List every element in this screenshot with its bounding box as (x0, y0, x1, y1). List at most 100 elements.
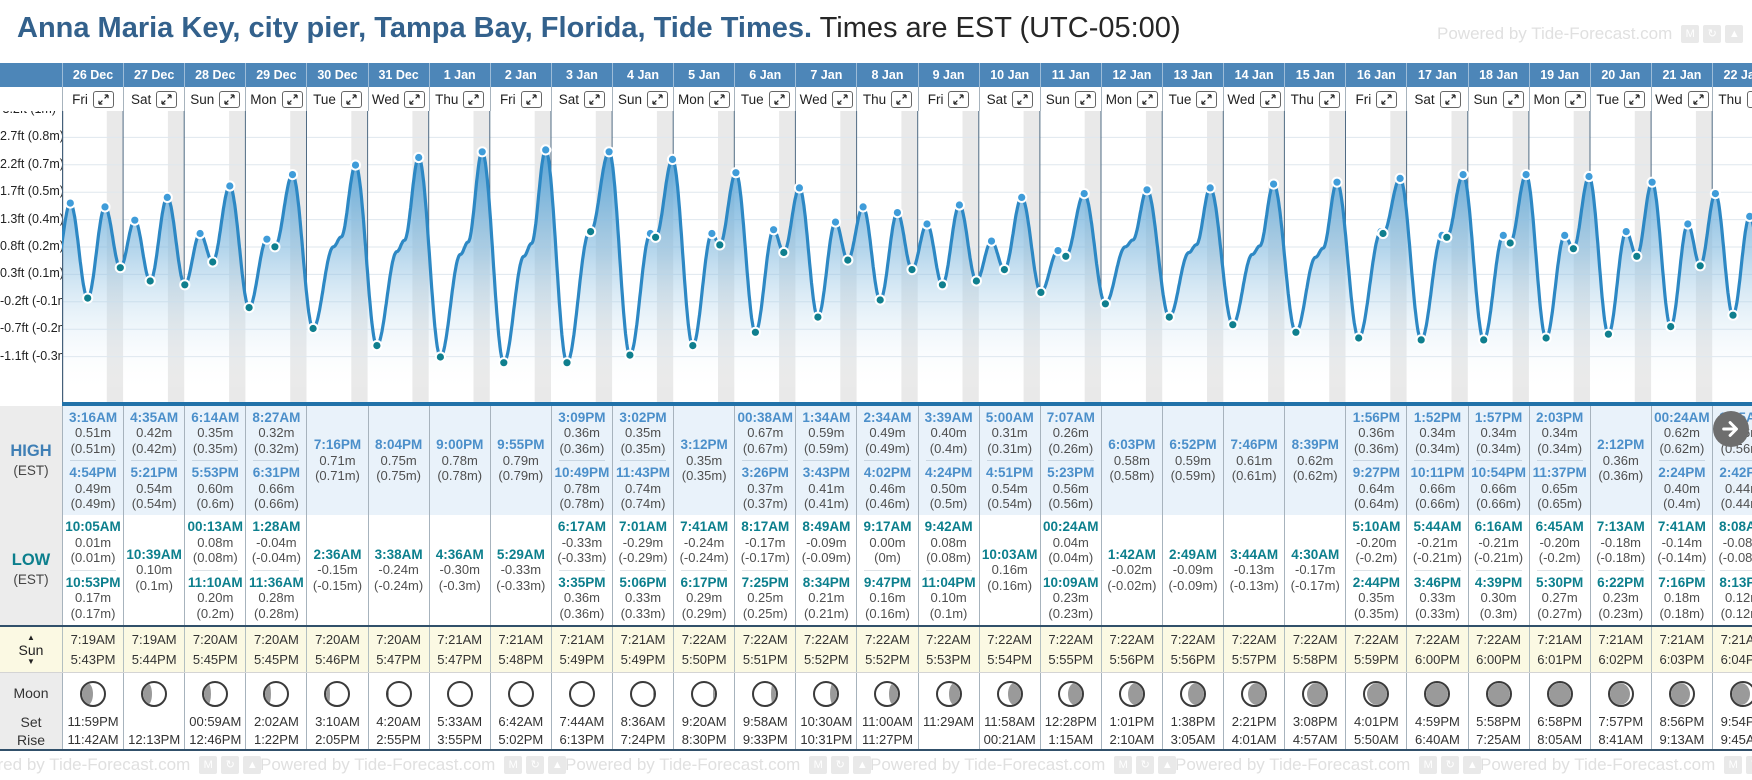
sun-times-cell: 7:21AM 6:02PM (1589, 627, 1651, 672)
expand-day-button[interactable] (281, 90, 303, 108)
expand-day-button[interactable] (1746, 90, 1752, 108)
tide-time: 7:13AM (1596, 519, 1645, 534)
moon-phase-icon (752, 680, 779, 707)
moon-phase-cell (123, 673, 184, 714)
moonset-time-cell: 9:20AM (673, 713, 734, 731)
moonrise-time-cell: 4:57AM (1284, 731, 1345, 749)
tide-entry: 3:38AM -0.24m (-0.24m) (369, 547, 429, 594)
scroll-next-button[interactable] (1713, 411, 1749, 447)
moon-phase-cell (856, 673, 917, 714)
tide-height-m: -0.04m (256, 534, 297, 550)
expand-day-button[interactable] (340, 90, 362, 108)
expand-day-button[interactable] (647, 90, 669, 108)
moon-phase-icon (935, 680, 962, 707)
sunset-time: 5:46PM (315, 651, 360, 667)
moon-dark-part (1670, 682, 1691, 705)
expand-day-button[interactable] (1502, 90, 1524, 108)
high-row-label: HIGH (EST) (0, 406, 62, 515)
tide-entry: 7:16PM 0.71m (0.71m) (307, 437, 367, 484)
high-tide-cell: 5:00AM 0.31m (0.31m) 4:51PM 0.54m (0.54m) (978, 406, 1040, 515)
tide-height-m: 0.16m (991, 562, 1028, 578)
moon-phase-cell (245, 673, 306, 714)
tide-height-m: 0.78m (563, 480, 600, 496)
expand-day-button[interactable] (1376, 90, 1398, 108)
tide-height-m: 0.66m (1419, 480, 1456, 496)
expand-day-button[interactable] (832, 90, 854, 108)
low-tide-cell: 7:13AM -0.18m (-0.18m) 6:22PM 0.23m (0.23m) (1589, 515, 1651, 625)
tide-time: 1:57PM (1474, 409, 1523, 425)
expand-day-button[interactable] (1259, 90, 1281, 108)
expand-day-button[interactable] (1564, 90, 1586, 108)
tide-entry-separator (1475, 569, 1522, 571)
expand-day-button[interactable] (463, 90, 485, 108)
weekday-label: Wed (371, 91, 400, 107)
high-tide-cell: 6:03PM 0.58m (0.58m) (1100, 406, 1162, 515)
expand-day-button[interactable] (1687, 90, 1709, 108)
tide-height-m2: (0.66m) (253, 496, 299, 511)
tide-time: 3:44AM (1230, 546, 1279, 562)
divider-below-rise-row (0, 749, 1752, 751)
tide-entry: 7:01AM -0.29m (-0.29m) (613, 519, 673, 566)
moonrise-time-cell: 9:45AM (1711, 731, 1752, 749)
tide-height-m2: (0.41m) (803, 496, 849, 511)
tide-height-m2: (-0.29m) (618, 550, 668, 565)
tide-height-m: 0.46m (869, 480, 906, 496)
weekday-cell: Fri (62, 87, 123, 111)
expand-day-button[interactable] (768, 90, 790, 108)
tide-entry: 5:21PM 0.54m (0.54m) (124, 465, 184, 512)
tide-height-m: 0.54m (136, 480, 173, 496)
expand-day-button[interactable] (1318, 90, 1340, 108)
tide-time: 6:45AM (1535, 519, 1584, 534)
moon-phase-icon (996, 680, 1023, 707)
expand-day-button[interactable] (1439, 90, 1461, 108)
tide-entry: 11:04PM 0.10m (0.1m) (919, 575, 979, 622)
moonset-time-cell: 9:54PM (1711, 713, 1752, 731)
weekday-label: Wed (799, 91, 828, 107)
tide-time: 7:07AM (1046, 409, 1095, 425)
moon-phase-icon (507, 680, 534, 707)
expand-day-button[interactable] (1196, 90, 1218, 108)
expand-day-button[interactable] (1011, 90, 1033, 108)
tide-height-m2: (0.46m) (865, 496, 910, 511)
expand-day-button[interactable] (520, 90, 542, 108)
tide-entry: 3:46PM 0.33m (0.33m) (1407, 575, 1467, 622)
sun-times-cell: 7:21AM 5:49PM (611, 627, 673, 672)
moon-phase-cell (1528, 673, 1590, 714)
sunrise-time: 7:22AM (926, 631, 971, 647)
tide-entry: 3:16AM 0.51m (0.51m) (63, 410, 123, 457)
tide-height-m: -0.33m (561, 534, 603, 550)
expand-day-button[interactable] (1074, 90, 1096, 108)
tide-height-m: -0.18m (1600, 534, 1642, 550)
tide-height-m: -0.21m (1478, 534, 1519, 550)
sunset-time: 5:43PM (70, 651, 116, 667)
tide-entry: 2:03PM 0.34m (0.34m) (1530, 410, 1590, 457)
tide-time: 5:23PM (1047, 465, 1095, 480)
expand-day-button[interactable] (709, 90, 731, 108)
tide-height-m: 0.10m (930, 590, 967, 605)
tide-height-m2: (-0.3m) (438, 577, 481, 593)
expand-day-button[interactable] (891, 90, 913, 108)
moon-phase-icon (385, 680, 412, 707)
expand-day-button[interactable] (584, 90, 606, 108)
expand-day-button[interactable] (1137, 90, 1159, 108)
expand-day-button[interactable] (92, 90, 114, 108)
sunrise-time: 7:22AM (742, 631, 788, 647)
tide-height-m: 0.16m (869, 590, 906, 605)
tide-height-m: 0.66m (1480, 480, 1517, 496)
weekday-cell: Tue (306, 87, 367, 111)
weekday-cell: Sun (611, 87, 673, 111)
sunrise-time: 7:22AM (681, 631, 727, 647)
sunset-time: 5:47PM (376, 651, 421, 667)
moon-phase-cell (367, 673, 429, 714)
moonset-time-cell: 1:38PM (1161, 713, 1223, 731)
moon-phase-icon (446, 680, 473, 707)
expand-day-button[interactable] (1624, 90, 1646, 108)
expand-day-button[interactable] (156, 90, 178, 108)
tide-entry: 8:39PM 0.62m (0.62m) (1285, 437, 1345, 484)
tide-height-m2: (0.2m) (196, 605, 235, 621)
tide-height-m2: (0.79m) (498, 468, 544, 484)
tide-height-m2: (0.36m) (559, 440, 605, 456)
expand-day-button[interactable] (948, 90, 970, 108)
expand-day-button[interactable] (404, 90, 426, 108)
expand-day-button[interactable] (219, 90, 241, 108)
